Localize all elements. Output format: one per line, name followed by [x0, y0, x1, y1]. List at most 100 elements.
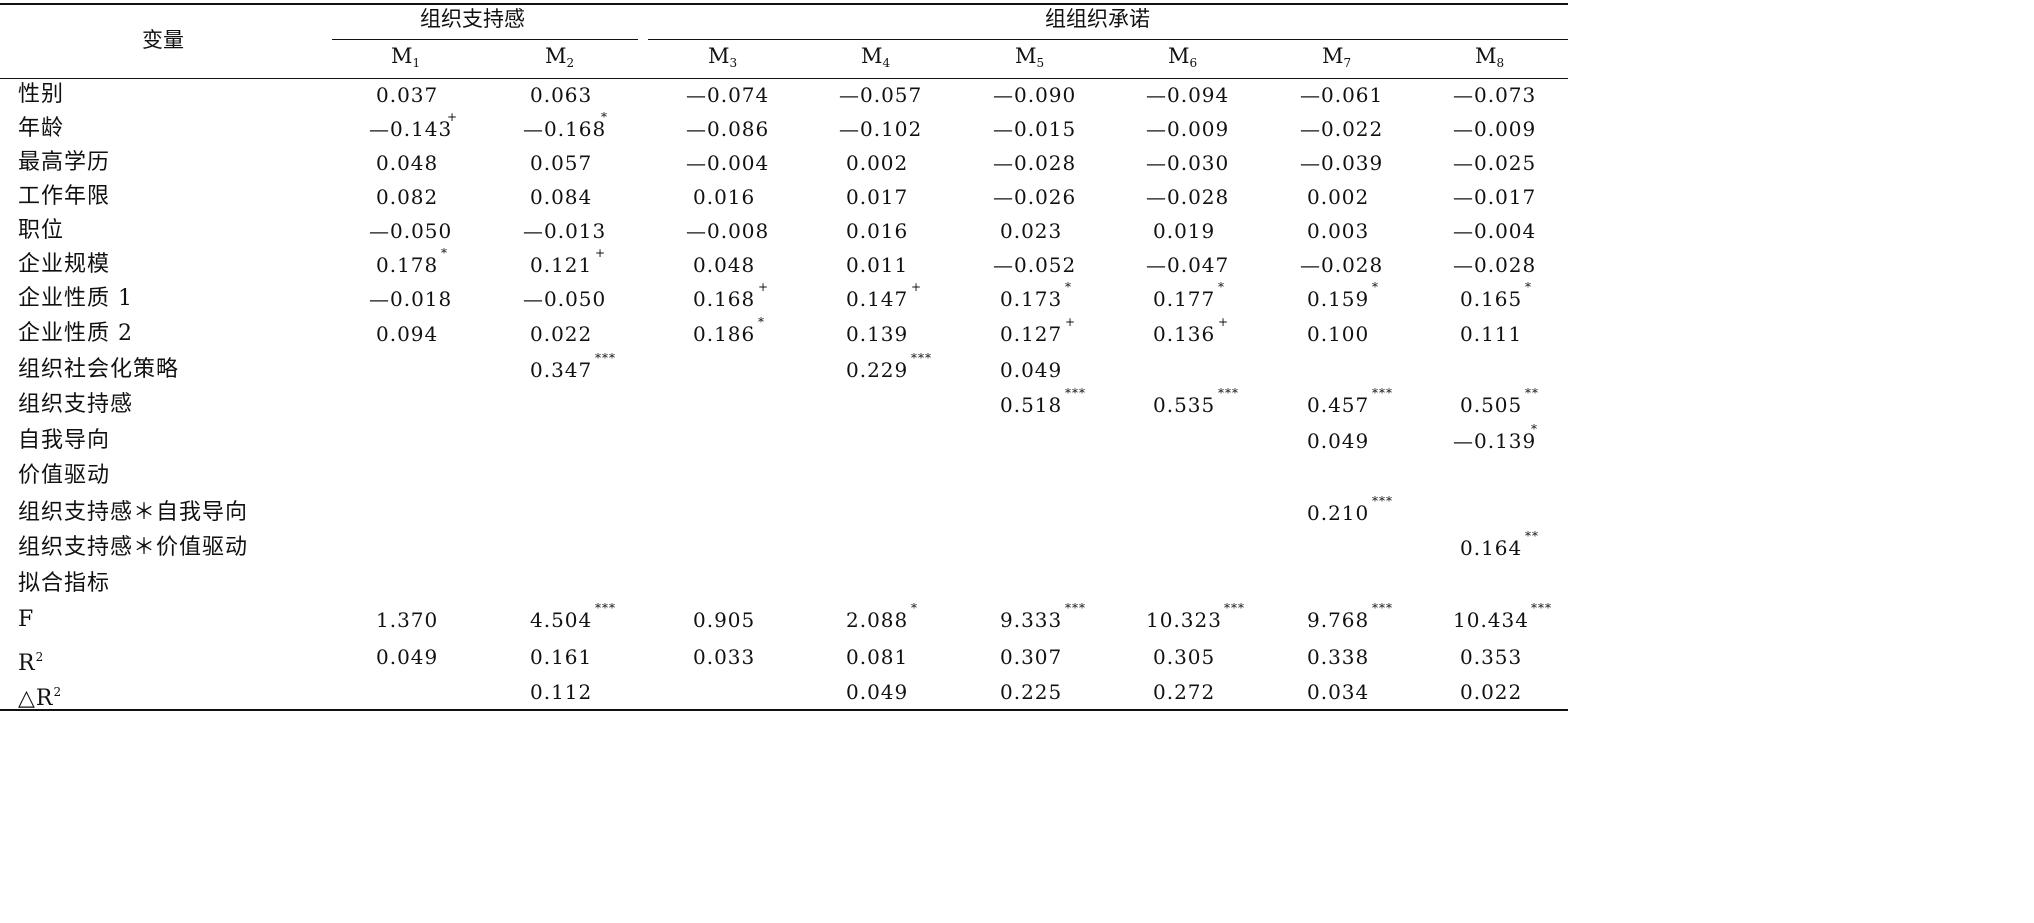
- cell-value: 9.333: [1000, 608, 1063, 632]
- cell-value: 0.019: [1153, 219, 1216, 243]
- table-cell: —0.052: [993, 253, 1076, 277]
- table-cell: 0.173 *: [1000, 281, 1071, 311]
- significance-marker: ***: [595, 351, 616, 365]
- cell-value: 10.434: [1453, 608, 1529, 632]
- model-subscript: 4: [882, 56, 891, 70]
- cell-value: 0.161: [530, 645, 593, 669]
- table-cell: —0.050: [523, 287, 606, 311]
- column-header-model: M1: [391, 44, 420, 75]
- cell-value: 0.272: [1153, 680, 1216, 704]
- cell-value: 0.147: [846, 287, 909, 311]
- cell-value: 0.016: [846, 219, 909, 243]
- cell-value: 0.049: [376, 645, 439, 669]
- cell-value: 0.048: [693, 253, 756, 277]
- cell-value: 0.159: [1307, 287, 1370, 311]
- table-cell: 0.178 *: [376, 247, 447, 277]
- table-cell: 0.305: [1153, 645, 1215, 669]
- significance-marker: *: [1065, 280, 1072, 294]
- cell-value: 0.905: [693, 608, 756, 632]
- table-cell: —0.074: [686, 83, 769, 107]
- significance-marker: **: [1525, 386, 1539, 400]
- significance-marker: +: [1218, 315, 1230, 329]
- table-cell: 9.333 ***: [1000, 602, 1085, 632]
- table-cell: 0.147 +: [846, 281, 921, 311]
- cell-value: —0.074: [686, 83, 770, 107]
- table-cell: 0.017: [846, 185, 908, 209]
- cell-value: —0.139: [1453, 429, 1537, 453]
- cell-value: —0.143: [369, 117, 453, 141]
- cell-value: —0.022: [1300, 117, 1384, 141]
- cell-value: —0.039: [1300, 151, 1384, 175]
- row-label: 企业性质 1: [18, 286, 133, 311]
- cell-value: 0.173: [1000, 287, 1063, 311]
- table-cell: —0.015: [993, 117, 1076, 141]
- table-cell: 0.307: [1000, 645, 1062, 669]
- row-label: 组织社会化策略: [18, 357, 180, 382]
- group-underline-2: [648, 39, 1568, 40]
- significance-marker: ***: [1372, 494, 1393, 508]
- cell-value: —0.028: [1300, 253, 1384, 277]
- table-cell: —0.013: [523, 219, 606, 243]
- cell-value: 0.121: [530, 253, 593, 277]
- table-cell: —0.139 *: [1453, 423, 1537, 453]
- table-cell: 0.347 ***: [530, 352, 615, 382]
- cell-value: 0.048: [376, 151, 439, 175]
- table-cell: 1.370: [376, 608, 438, 632]
- cell-value: —0.018: [369, 287, 453, 311]
- table-cell: 0.338: [1307, 645, 1369, 669]
- cell-value: —0.028: [1453, 253, 1537, 277]
- cell-value: 0.505: [1460, 393, 1523, 417]
- cell-value: —0.025: [1453, 151, 1537, 175]
- table-cell: 0.049: [376, 645, 438, 669]
- cell-value: 0.164: [1460, 536, 1523, 560]
- table-cell: 0.111: [1460, 322, 1522, 346]
- cell-value: —0.009: [1146, 117, 1230, 141]
- cell-value: —0.013: [523, 219, 607, 243]
- row-label: 组织支持感＊价值驱动: [18, 535, 249, 560]
- significance-marker: +: [911, 280, 923, 294]
- cell-value: 0.210: [1307, 501, 1370, 525]
- cell-value: —0.009: [1453, 117, 1537, 141]
- table-cell: 0.016: [846, 219, 908, 243]
- table-cell: —0.039: [1300, 151, 1383, 175]
- table-cell: —0.028: [1146, 185, 1229, 209]
- significance-marker: *: [1531, 422, 1538, 436]
- row-label: 拟合指标: [18, 571, 111, 596]
- cell-value: 0.033: [693, 645, 756, 669]
- model-subscript: 8: [1496, 56, 1505, 70]
- table-cell: —0.030: [1146, 151, 1229, 175]
- table-cell: —0.028: [1453, 253, 1536, 277]
- table-cell: 0.082: [376, 185, 438, 209]
- cell-value: 0.229: [846, 358, 909, 382]
- cell-value: —0.094: [1146, 83, 1230, 107]
- significance-marker: *: [601, 110, 608, 124]
- significance-marker: *: [1372, 280, 1379, 294]
- table-cell: 0.034: [1307, 680, 1369, 704]
- group-underline-1: [332, 39, 638, 40]
- cell-value: —0.102: [839, 117, 923, 141]
- table-cell: 9.768 ***: [1307, 602, 1392, 632]
- row-label-text: R: [18, 651, 36, 676]
- row-label: 年龄: [18, 116, 65, 141]
- model-subscript: 1: [412, 56, 421, 70]
- cell-value: 0.081: [846, 645, 909, 669]
- cell-value: —0.028: [1146, 185, 1230, 209]
- table-cell: 4.504 ***: [530, 602, 615, 632]
- significance-marker: ***: [911, 351, 932, 365]
- cell-value: 0.347: [530, 358, 593, 382]
- significance-marker: *: [1525, 280, 1532, 294]
- cell-value: —0.047: [1146, 253, 1230, 277]
- table-cell: —0.028: [993, 151, 1076, 175]
- cell-value: 0.084: [530, 185, 593, 209]
- cell-value: —0.008: [686, 219, 770, 243]
- table-cell: 0.177 *: [1153, 281, 1224, 311]
- model-letter: M: [861, 44, 883, 68]
- cell-value: 0.049: [1000, 358, 1063, 382]
- table-cell: —0.009: [1453, 117, 1536, 141]
- cell-value: —0.026: [993, 185, 1077, 209]
- table-cell: —0.102: [839, 117, 922, 141]
- cell-value: —0.090: [993, 83, 1077, 107]
- group-header-2: 组组织承诺: [1045, 7, 1150, 31]
- table-cell: —0.086: [686, 117, 769, 141]
- cell-value: —0.050: [523, 287, 607, 311]
